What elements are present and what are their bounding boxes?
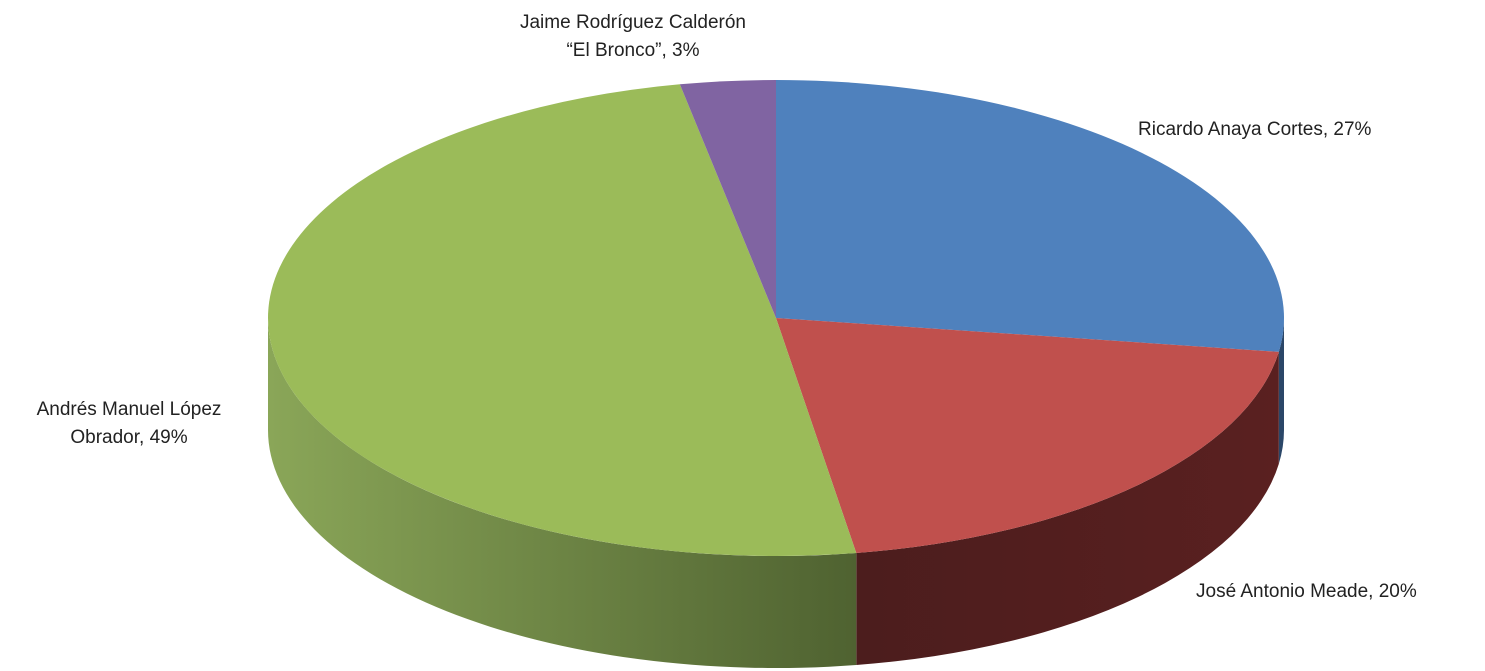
data-label-line: Ricardo Anaya Cortes, 27% bbox=[1138, 119, 1372, 140]
data-label-andres-manuel-lopez-obrador: Andrés Manuel López Obrador, 49% bbox=[37, 399, 222, 448]
slice-side-jose-antonio-meade bbox=[856, 351, 1279, 666]
slice-side-ricardo-anaya-cortes bbox=[1278, 318, 1284, 464]
pie-slices bbox=[268, 80, 1284, 556]
data-label-jose-antonio-meade: José Antonio Meade, 20% bbox=[1196, 581, 1417, 602]
slice-side-andres-manuel-lopez-obrador bbox=[268, 318, 857, 669]
data-label-line: “El Bronco”, 3% bbox=[566, 40, 699, 61]
data-label-line: Andrés Manuel López bbox=[37, 399, 222, 420]
slice-ricardo-anaya-cortes bbox=[776, 80, 1284, 352]
data-label-ricardo-anaya-cortes: Ricardo Anaya Cortes, 27% bbox=[1138, 119, 1372, 140]
pie-sides bbox=[268, 318, 1284, 669]
data-label-jaime-rodriguez-calderon-el-bronco: Jaime Rodríguez Calderón “El Bronco”, 3% bbox=[520, 12, 746, 61]
slice-andres-manuel-lopez-obrador bbox=[268, 84, 857, 556]
data-label-line: José Antonio Meade, 20% bbox=[1196, 581, 1417, 602]
pie-labels: Ricardo Anaya Cortes, 27% José Antonio Me… bbox=[37, 12, 1417, 602]
data-label-line: Jaime Rodríguez Calderón bbox=[520, 12, 746, 33]
data-label-line: Obrador, 49% bbox=[70, 427, 187, 448]
slice-jose-antonio-meade bbox=[776, 318, 1279, 554]
slice-jaime-rodriguez-calderon-el-bronco bbox=[679, 80, 776, 318]
